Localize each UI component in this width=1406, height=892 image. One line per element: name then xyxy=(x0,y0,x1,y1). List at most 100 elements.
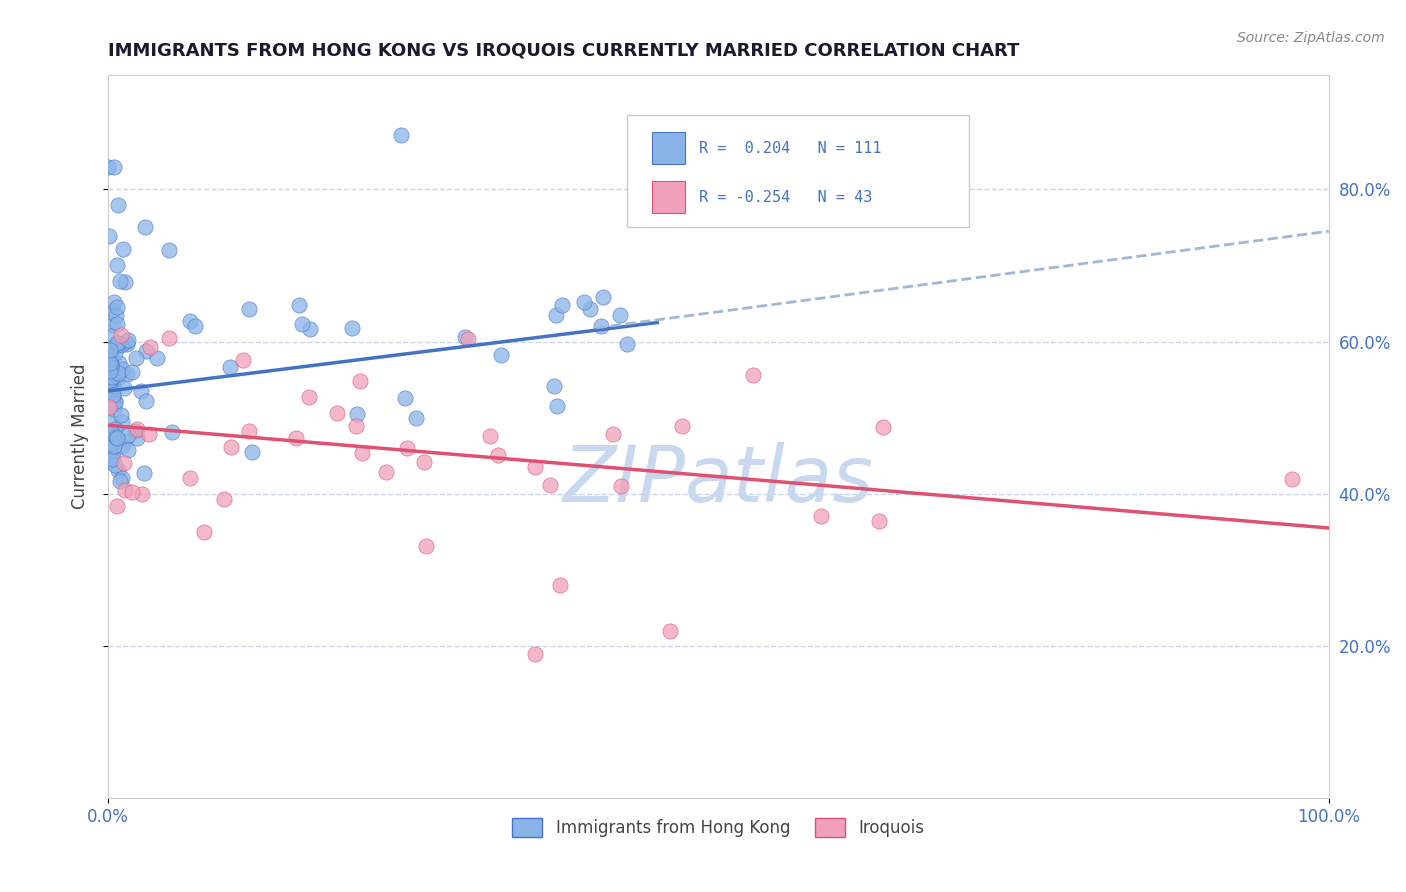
Point xyxy=(114,483,136,497)
Point xyxy=(112,456,135,470)
Point xyxy=(107,338,129,352)
Point xyxy=(298,321,321,335)
FancyBboxPatch shape xyxy=(652,132,685,164)
Point xyxy=(671,419,693,434)
Point xyxy=(131,487,153,501)
Point xyxy=(97,160,120,174)
Point xyxy=(1281,471,1303,485)
Point xyxy=(117,442,139,457)
Point xyxy=(389,128,412,142)
Point xyxy=(551,298,574,312)
Point xyxy=(105,309,128,323)
Point xyxy=(238,301,260,316)
Point xyxy=(288,298,311,312)
Point xyxy=(344,419,367,434)
Point xyxy=(98,354,121,368)
Point xyxy=(104,396,127,410)
Point xyxy=(574,295,596,310)
Point xyxy=(101,450,124,465)
Point xyxy=(103,294,125,309)
Point xyxy=(352,446,374,460)
Point xyxy=(125,351,148,365)
Point xyxy=(100,350,122,364)
Point xyxy=(97,454,120,468)
Point xyxy=(104,458,127,473)
Point xyxy=(548,578,571,592)
Point xyxy=(394,391,416,405)
FancyBboxPatch shape xyxy=(652,181,685,213)
FancyBboxPatch shape xyxy=(627,115,969,227)
Point xyxy=(105,430,128,444)
Point xyxy=(374,465,396,479)
Point xyxy=(219,359,242,374)
Point xyxy=(869,514,891,528)
Point xyxy=(112,242,135,256)
Point xyxy=(98,380,121,394)
Point xyxy=(240,444,263,458)
Point xyxy=(298,390,321,404)
Point xyxy=(107,335,129,350)
Point xyxy=(115,336,138,351)
Point xyxy=(405,411,427,425)
Point xyxy=(546,399,568,413)
Point xyxy=(486,448,509,462)
Point xyxy=(127,422,149,436)
Point xyxy=(457,333,479,347)
Point xyxy=(592,290,614,304)
Point xyxy=(134,220,156,235)
Point xyxy=(103,401,125,416)
Point xyxy=(524,647,547,661)
Point xyxy=(138,426,160,441)
Point xyxy=(193,524,215,539)
Point xyxy=(105,431,128,445)
Point xyxy=(105,317,128,331)
Point xyxy=(104,422,127,436)
Point xyxy=(543,379,565,393)
Point xyxy=(100,425,122,439)
Point xyxy=(111,362,134,376)
Point xyxy=(396,441,419,455)
Point xyxy=(100,357,122,371)
Point xyxy=(104,394,127,409)
Point xyxy=(115,367,138,381)
Point xyxy=(538,478,561,492)
Point xyxy=(98,343,121,357)
Point xyxy=(98,373,121,387)
Point xyxy=(179,471,201,485)
Point xyxy=(160,425,183,439)
Point xyxy=(454,329,477,343)
Point xyxy=(742,368,765,383)
Point xyxy=(810,508,832,523)
Point xyxy=(101,318,124,333)
Point xyxy=(98,454,121,468)
Point xyxy=(658,624,681,638)
Point xyxy=(110,328,132,343)
Point xyxy=(97,228,120,243)
Y-axis label: Currently Married: Currently Married xyxy=(72,364,89,509)
Point xyxy=(103,160,125,174)
Point xyxy=(107,366,129,380)
Point xyxy=(616,337,638,351)
Text: ZIPatlas: ZIPatlas xyxy=(562,442,873,518)
Point xyxy=(107,369,129,384)
Point xyxy=(105,499,128,513)
Point xyxy=(157,331,180,345)
Point xyxy=(104,345,127,359)
Point xyxy=(107,463,129,477)
Point xyxy=(103,387,125,401)
Point xyxy=(110,338,132,352)
Point xyxy=(108,355,131,369)
Point xyxy=(326,405,349,419)
Point xyxy=(101,370,124,384)
Point xyxy=(105,335,128,350)
Point xyxy=(491,349,513,363)
Point xyxy=(101,397,124,411)
Point xyxy=(98,444,121,458)
Point xyxy=(100,451,122,466)
Point xyxy=(121,365,143,379)
Point xyxy=(114,276,136,290)
Point xyxy=(184,318,207,333)
Point xyxy=(108,274,131,288)
Point xyxy=(101,366,124,380)
Point xyxy=(111,415,134,429)
